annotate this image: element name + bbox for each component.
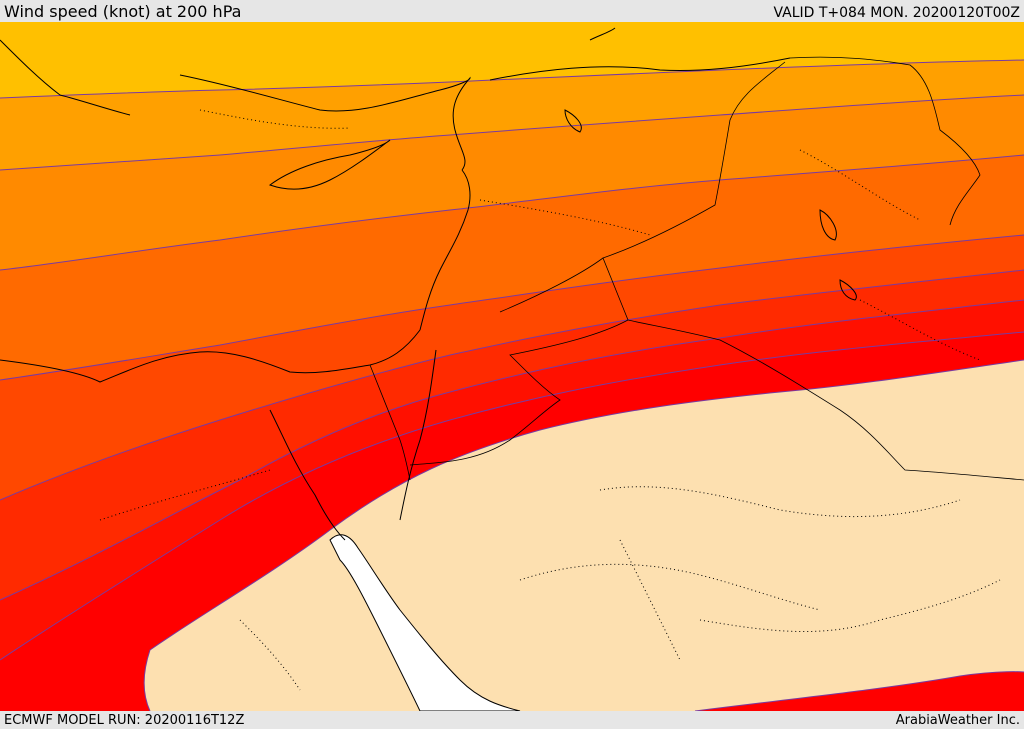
country-borders [369, 56, 1024, 481]
coastlines [0, 39, 791, 541]
wind-band-4 [0, 155, 1024, 380]
wind-band-8 [0, 332, 1024, 711]
map-area [0, 22, 1024, 711]
credit-text: ArabiaWeather Inc. [895, 713, 1020, 728]
valid-time: VALID T+084 MON. 20200120T00Z [773, 5, 1020, 21]
footer-bar: ECMWF MODEL RUN: 20200116T12Z ArabiaWeat… [0, 711, 1024, 729]
wind-band-5 [0, 235, 1024, 500]
red-sea [329, 534, 521, 711]
isotach-contours [0, 59, 1024, 711]
wind-band-6 [0, 270, 1024, 600]
wind-band-2 [0, 60, 1024, 170]
wind-band-3 [0, 95, 1024, 270]
lakes [564, 27, 857, 301]
title-bar: Wind speed (knot) at 200 hPa VALID T+084… [0, 0, 1024, 22]
map-title: Wind speed (knot) at 200 hPa [4, 2, 242, 21]
wind-speed-map [0, 22, 1024, 711]
model-run: ECMWF MODEL RUN: 20200116T12Z [4, 713, 245, 728]
province-boundaries [99, 109, 1001, 691]
wind-band-1 [0, 22, 1024, 98]
wind-band-7 [0, 300, 1024, 660]
